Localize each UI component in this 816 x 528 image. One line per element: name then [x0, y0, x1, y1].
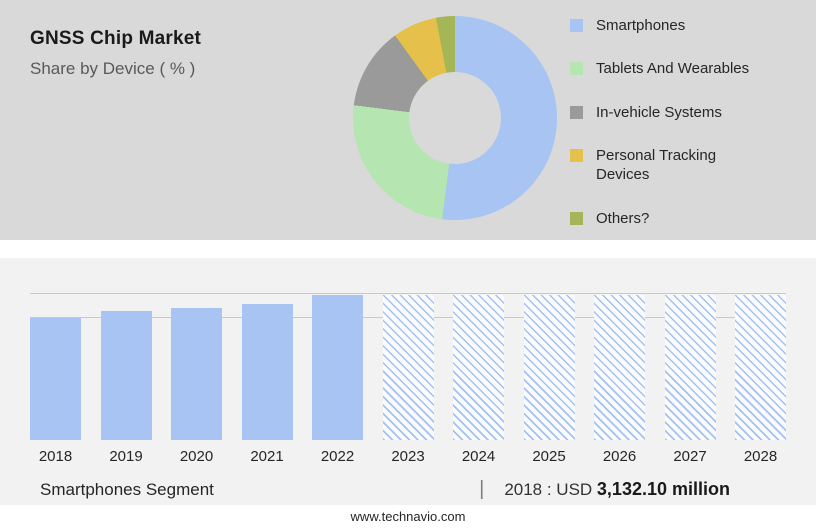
year-label-2020: 2020 [179, 448, 214, 465]
legend-label: Tablets And Wearables [596, 60, 750, 78]
website-link[interactable]: www.technavio.com [350, 509, 466, 524]
caption-separator: | [479, 478, 485, 500]
year-label-2021: 2021 [250, 448, 284, 465]
market-value-bold: 3,132.10 million [596, 479, 730, 499]
year-label-2024: 2024 [461, 448, 496, 465]
bar-slot-2026: 2026 [594, 295, 645, 465]
caption-value-group: | 2018 : USD 3,132.10 million [479, 478, 730, 501]
forecast-bar-2025 [523, 295, 575, 440]
donut-chart [353, 16, 557, 220]
segment-label: Smartphones Segment [40, 480, 214, 499]
bar-slot-2022: 2022 [312, 295, 363, 465]
bar-slot-2027: 2027 [664, 295, 716, 465]
page-title: GNSS Chip Market [30, 28, 202, 49]
year-label-2018: 2018 [38, 448, 73, 465]
forecast-bar-2023 [382, 295, 434, 440]
year-label-2025: 2025 [532, 448, 566, 465]
donut-section: GNSS Chip Market Share by Device ( % ) S… [0, 0, 816, 240]
legend-label: Smartphones [596, 17, 686, 34]
forecast-bar-2024 [453, 295, 504, 440]
legend-label: Personal Tracking Devices [596, 146, 717, 184]
donut-hole [409, 72, 501, 164]
legend-item-others: Others? [570, 209, 802, 229]
header: GNSS Chip Market Share by Device ( % ) [30, 28, 201, 79]
legend-label: In-vehicle Systems [596, 103, 722, 121]
bar-2021 [241, 303, 293, 440]
bar-chart: 2018 2019 2020 2021 2022 2023 2024 2025 2026 2027… [30, 293, 786, 465]
bar-slot-2028: 2028 [735, 295, 786, 465]
legend-swatch [570, 148, 583, 162]
legend-swatch [570, 19, 583, 32]
legend-swatch [570, 211, 583, 225]
bar-series: 2018 2019 2020 2021 2022 2023 2024 2025 2026 2027… [30, 295, 786, 465]
caption-row: Smartphones Segment | 2018 : USD 3,132.1… [0, 478, 816, 501]
market-value: 2018 : USD 3,132.10 million [504, 479, 730, 500]
bar-2020 [171, 308, 222, 440]
bar-slot-2021: 2021 [241, 295, 293, 465]
bar-slot-2025: 2025 [523, 295, 575, 465]
bar-slot-2019: 2019 [100, 295, 152, 465]
donut-legend: Smartphones Tablets And Wearables In-vehic… [570, 16, 802, 228]
forecast-bar-2026 [594, 295, 645, 440]
legend-item-tablets-and-wearables: Tablets And Wearables [570, 59, 802, 79]
year-label-2019: 2019 [109, 448, 143, 465]
year-label-2023: 2023 [391, 448, 425, 465]
gridline [30, 293, 786, 294]
bar-slot-2020: 2020 [171, 295, 222, 465]
bar-slot-2024: 2024 [453, 295, 504, 465]
bar-slot-2018: 2018 [30, 295, 81, 465]
page-subtitle: Share by Device ( % ) [30, 59, 196, 78]
bar-2019 [100, 310, 152, 440]
market-value-prefix: 2018 : USD [504, 480, 597, 499]
legend-swatch [570, 105, 583, 119]
bar-2022 [312, 295, 363, 440]
legend-swatch [570, 62, 583, 76]
bar-2018 [30, 318, 81, 440]
legend-item-smartphones: Smartphones [570, 16, 802, 36]
forecast-bar-2027 [664, 295, 716, 440]
year-label-2026: 2026 [602, 448, 637, 465]
footer: www.technavio.com [0, 505, 816, 528]
legend-item-personal-tracking-devices: Personal Tracking Devices [570, 146, 802, 185]
bar-section: 2018 2019 2020 2021 2022 2023 2024 2025 2026 2027… [0, 258, 816, 505]
year-label-2022: 2022 [320, 448, 355, 465]
forecast-bar-2028 [735, 295, 786, 440]
legend-label: Others? [596, 209, 650, 227]
year-label-2027: 2027 [673, 448, 707, 465]
legend-item-in-vehicle-systems: In-vehicle Systems [570, 103, 802, 123]
year-label-2028: 2028 [743, 448, 778, 465]
bar-slot-2023: 2023 [382, 295, 434, 465]
